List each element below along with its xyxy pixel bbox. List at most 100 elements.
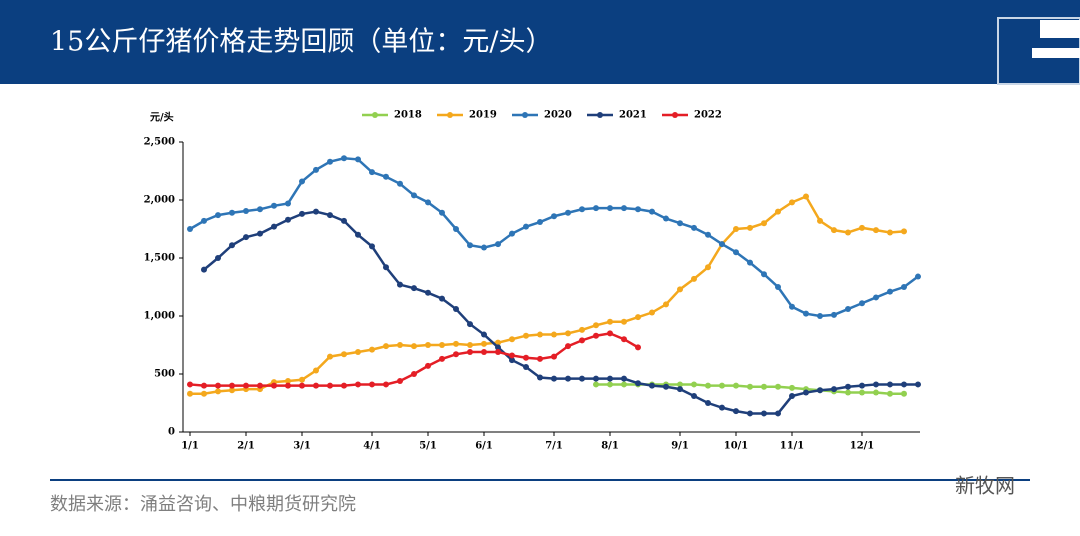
legend-label: 2020: [544, 110, 572, 121]
point: [621, 375, 627, 382]
point: [523, 364, 529, 371]
point: [313, 367, 319, 374]
point: [551, 375, 557, 382]
point: [677, 286, 683, 293]
point: [285, 377, 291, 384]
point: [887, 229, 893, 236]
point: [747, 259, 753, 266]
point: [789, 384, 795, 391]
y-tick-label: 0: [168, 427, 175, 438]
series-line: [190, 194, 905, 395]
point: [383, 381, 389, 388]
point: [411, 192, 417, 199]
point: [845, 306, 851, 313]
point: [383, 173, 389, 180]
point: [495, 241, 501, 248]
point: [593, 322, 599, 329]
point: [523, 223, 529, 230]
point: [327, 212, 333, 219]
point: [761, 383, 767, 390]
point: [803, 310, 809, 317]
point: [537, 331, 543, 338]
point: [551, 213, 557, 220]
point: [229, 382, 235, 389]
point: [873, 294, 879, 301]
point: [495, 344, 501, 351]
point: [523, 332, 529, 339]
point: [243, 382, 249, 389]
point: [621, 336, 627, 343]
point: [411, 343, 417, 350]
point: [397, 281, 403, 288]
source: 数据来源：涌益咨询、中粮期货研究院: [50, 494, 356, 515]
point: [313, 208, 319, 215]
watermark: 新牧网: [955, 474, 1015, 498]
point: [509, 357, 515, 364]
point: [285, 200, 291, 207]
point: [873, 227, 879, 234]
point: [453, 306, 459, 313]
point: [201, 217, 207, 224]
point: [747, 383, 753, 390]
point: [859, 389, 865, 396]
point: [761, 410, 767, 417]
point: [509, 230, 515, 237]
point: [201, 390, 207, 397]
point: [299, 210, 305, 217]
point: [789, 303, 795, 310]
point: [229, 209, 235, 216]
point: [733, 408, 739, 415]
point: [649, 208, 655, 215]
legend-marker: [597, 112, 603, 118]
point: [299, 382, 305, 389]
point: [607, 330, 613, 337]
point: [635, 314, 641, 321]
point: [523, 354, 529, 361]
point: [481, 348, 487, 355]
legend-marker: [522, 112, 528, 118]
point: [579, 337, 585, 344]
point: [495, 339, 501, 346]
point: [817, 217, 823, 224]
point: [257, 206, 263, 213]
point: [915, 273, 921, 280]
point: [593, 375, 599, 382]
point: [915, 381, 921, 388]
point: [705, 264, 711, 271]
point: [691, 381, 697, 388]
point: [467, 242, 473, 249]
point: [397, 342, 403, 348]
point: [327, 158, 333, 165]
point: [425, 342, 431, 348]
legend-label: 2022: [694, 110, 722, 121]
point: [467, 348, 473, 355]
point: [733, 226, 739, 232]
point: [803, 389, 809, 396]
legend-label: 2021: [619, 110, 647, 121]
x-tick-label: 11/1: [780, 441, 805, 452]
point: [775, 383, 781, 390]
point: [845, 383, 851, 390]
point: [593, 332, 599, 339]
point: [663, 301, 669, 308]
point: [537, 374, 543, 381]
point: [579, 206, 585, 213]
point: [453, 226, 459, 232]
point: [705, 382, 711, 389]
point: [607, 375, 613, 382]
point: [341, 351, 347, 358]
point: [187, 381, 193, 388]
point: [285, 216, 291, 223]
point: [215, 388, 221, 395]
point: [733, 382, 739, 389]
point: [635, 206, 641, 213]
point: [425, 289, 431, 296]
logo-part: [1040, 20, 1080, 38]
point: [565, 375, 571, 382]
point: [257, 230, 263, 237]
point: [201, 382, 207, 389]
x-tick-label: 1/1: [181, 441, 199, 452]
point: [593, 205, 599, 212]
point: [817, 313, 823, 319]
point: [257, 382, 263, 389]
